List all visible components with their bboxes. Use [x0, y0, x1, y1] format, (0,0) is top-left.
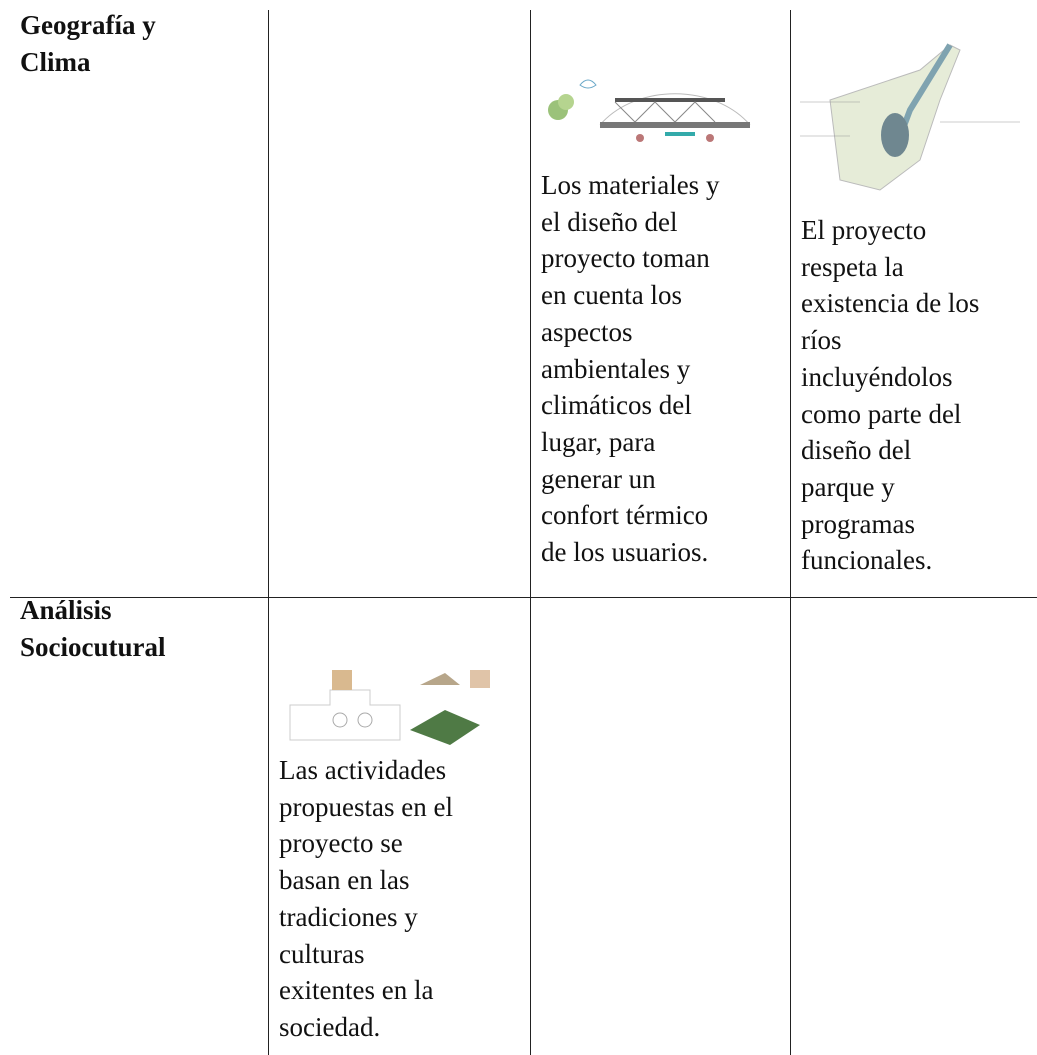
cell-text: como parte del — [801, 398, 962, 429]
cell-text: de los usuarios. — [541, 537, 709, 567]
cell-text: aspectos — [541, 316, 633, 347]
cell-text: funcionales. — [801, 545, 933, 576]
cell-text: ríos — [801, 325, 842, 356]
row-label: Clima — [20, 46, 91, 77]
row-rule — [10, 597, 1037, 598]
cell-text: generar un — [541, 463, 656, 494]
cell-text: parque y — [801, 471, 895, 502]
column-rule — [268, 10, 269, 1055]
row-label: Análisis — [20, 595, 112, 625]
cell-text: incluyéndolos — [801, 361, 953, 392]
cell-text: tradiciones y — [279, 901, 418, 932]
activity-drawing — [289, 670, 490, 745]
cell-text: diseño del — [801, 435, 912, 466]
cell-text: lugar, para — [541, 426, 656, 457]
cell-text: existencia de los — [801, 288, 980, 319]
cell-text: exitentes en la — [279, 975, 434, 1006]
row-label: Geografía y — [20, 10, 156, 40]
site-plan — [800, 43, 1020, 191]
column-rule — [530, 10, 531, 1055]
cell-text: ambientales y — [541, 353, 691, 384]
cell-text: climáticos del — [541, 390, 692, 421]
cell-text: respeta la — [801, 251, 904, 282]
cell-text: proyecto se — [279, 828, 403, 859]
cell-text: Los materiales y — [541, 170, 720, 200]
cell-text: El proyecto — [801, 215, 927, 245]
column-rule — [790, 10, 791, 1055]
section-drawing — [548, 79, 751, 142]
cell-text: basan en las — [279, 865, 410, 896]
cell-text: el diseño del — [541, 206, 678, 237]
cell-text: programas — [801, 508, 915, 539]
cell-text: confort térmico — [541, 500, 709, 531]
row-label: Sociocutural — [20, 631, 166, 662]
cell-text: en cuenta los — [541, 280, 682, 311]
cell-text: propuestas en el — [279, 791, 453, 822]
cell-text: sociedad. — [279, 1011, 381, 1042]
cell-text: culturas — [279, 938, 365, 969]
cell-text: proyecto toman — [541, 243, 710, 274]
cell-text: Las actividades — [279, 755, 447, 785]
